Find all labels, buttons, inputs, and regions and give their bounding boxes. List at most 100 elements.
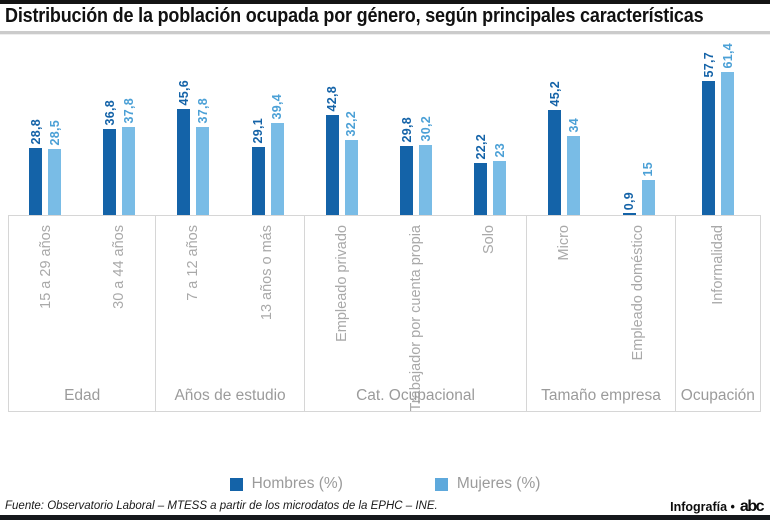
bar-value-label: 34 — [566, 118, 581, 133]
bar-mujeres: 61,4 — [721, 43, 735, 215]
bar-value-label: 29,8 — [399, 117, 414, 143]
category-slot: Empleado privado — [305, 216, 379, 411]
category-box: Micro Empleado doméstico Tamaño empresa — [527, 215, 676, 413]
bar-mujeres: 28,5 — [48, 120, 62, 215]
bar-hombres: 29,1 — [251, 118, 265, 215]
category-slot: Trabajador por cuenta propia — [379, 216, 453, 411]
category-slot: 15 a 29 años — [9, 216, 82, 411]
bar-mujeres: 32,2 — [344, 111, 358, 215]
credit-text: Infografía • — [670, 500, 735, 514]
hombres-swatch-icon — [229, 477, 243, 491]
bar-mujeres: 23 — [493, 143, 507, 215]
bar-mujeres: 39,4 — [270, 94, 284, 215]
category-slot: Solo — [452, 216, 526, 411]
chart-group: 57,7 61,4 Informalidad Ocupación — [675, 36, 761, 413]
bar-mujeres: 37,8 — [122, 98, 136, 215]
category-label: 13 años o más — [258, 225, 275, 321]
bar-mujeres: 30,2 — [419, 116, 433, 215]
category-slot: 30 a 44 años — [82, 216, 155, 411]
bar-hombres: 36,8 — [103, 100, 117, 215]
group-label: Cat. Ocupacional — [356, 387, 475, 405]
bar-value-label: 36,8 — [102, 100, 117, 126]
bar-value-label: 23 — [492, 143, 507, 158]
category-slot: Informalidad — [676, 216, 760, 411]
chart-group: 28,8 28,5 36,8 37,8 15 a 29 años 30 a 44 años… — [8, 36, 157, 413]
category-box: 7 a 12 años 13 años o más Años de estudio — [156, 215, 305, 413]
mujeres-swatch-icon — [434, 477, 448, 491]
bar-value-label: 22,2 — [473, 134, 488, 160]
source-text: Fuente: Observatorio Laboral – MTESS a p… — [5, 500, 438, 512]
category-box: Empleado privado Trabajador por cuenta pr… — [304, 215, 528, 413]
legend-item-mujeres: Mujeres (%) — [434, 475, 541, 493]
category-label: Trabajador por cuenta propia — [407, 225, 424, 412]
group-label: Edad — [64, 387, 101, 405]
bar-value-label: 57,7 — [701, 52, 716, 78]
bar-hombres: 45,2 — [548, 81, 562, 215]
abc-logo: abc — [739, 498, 765, 515]
page-title: Distribución de la población ocupada por… — [5, 5, 704, 27]
category-slot: 13 años o más — [230, 216, 304, 411]
bar-mujeres: 15 — [641, 162, 655, 215]
bar-mujeres: 34 — [567, 118, 581, 215]
bar-value-label: 32,2 — [344, 111, 359, 137]
group-label: Años de estudio — [174, 387, 286, 405]
bar-pair: 29,8 30,2 — [379, 36, 453, 215]
category-label: 7 a 12 años — [185, 225, 202, 301]
legend-label-hombres: Hombres (%) — [251, 475, 343, 492]
bar-value-label: 0,9 — [622, 191, 637, 210]
bar-pair: 42,8 32,2 — [305, 36, 379, 215]
plot-area: 57,7 61,4 — [676, 36, 761, 215]
bar-hombres: 29,8 — [400, 117, 414, 215]
bar-value-label: 45,2 — [547, 81, 562, 107]
category-box: 15 a 29 años 30 a 44 años Edad — [8, 215, 157, 413]
chart-group: 45,6 37,8 29,1 39,4 7 a 12 años 13 años o más… — [156, 36, 305, 413]
bar-value-label: 45,6 — [176, 80, 191, 106]
bar-pair: 45,6 37,8 — [156, 36, 230, 215]
bar-mujeres: 37,8 — [196, 98, 210, 215]
category-label: Empleado privado — [333, 225, 350, 342]
grouped-bar-chart: 28,8 28,5 36,8 37,8 15 a 29 años 30 a 44 años… — [8, 36, 761, 413]
bar-hombres: 0,9 — [622, 192, 636, 215]
category-label: 15 a 29 años — [37, 225, 54, 309]
bar-value-label: 39,4 — [270, 94, 285, 120]
bar-value-label: 30,2 — [418, 116, 433, 142]
category-label: Solo — [481, 225, 498, 255]
bar-value-label: 28,5 — [47, 120, 62, 146]
bar-value-label: 42,8 — [325, 86, 340, 112]
bottom-border-bar — [0, 515, 770, 520]
plot-area: 28,8 28,5 36,8 37,8 — [8, 36, 156, 215]
category-label: 30 a 44 años — [110, 225, 127, 309]
infografia-credit: Infografía • abc — [670, 498, 765, 516]
bar-value-label: 29,1 — [251, 118, 266, 144]
plot-area: 45,2 34 0,9 15 — [527, 36, 675, 215]
legend-item-hombres: Hombres (%) — [229, 475, 343, 493]
bar-value-label: 28,8 — [28, 119, 43, 145]
bar-pair: 0,9 15 — [602, 36, 676, 215]
legend-label-mujeres: Mujeres (%) — [456, 475, 541, 492]
category-slot: Empleado doméstico — [601, 216, 675, 411]
bar-pair: 28,8 28,5 — [8, 36, 82, 215]
bar-pair: 22,2 23 — [453, 36, 527, 215]
category-label: Empleado doméstico — [629, 225, 646, 361]
category-label: Micro — [556, 225, 573, 261]
group-label: Tamaño empresa — [541, 387, 661, 405]
bar-hombres: 22,2 — [474, 134, 488, 215]
bar-value-label: 37,8 — [195, 98, 210, 124]
bar-pair: 36,8 37,8 — [82, 36, 156, 215]
bar-pair: 29,1 39,4 — [231, 36, 305, 215]
bar-hombres: 42,8 — [325, 86, 339, 215]
category-box: Informalidad Ocupación — [675, 215, 761, 413]
bar-value-label: 61,4 — [720, 43, 735, 69]
group-label: Ocupación — [680, 387, 755, 405]
chart-group: 42,8 32,2 29,8 30,2 22,2 23 Empleado privado Tr… — [304, 36, 528, 413]
bar-value-label: 37,8 — [121, 98, 136, 124]
category-slot: Micro — [527, 216, 601, 411]
plot-area: 42,8 32,2 29,8 30,2 22,2 23 — [305, 36, 528, 215]
bar-hombres: 57,7 — [702, 52, 716, 215]
bar-pair: 57,7 61,4 — [676, 36, 761, 215]
category-label: Informalidad — [709, 225, 726, 305]
chart-group: 45,2 34 0,9 15 Micro Empleado doméstico Tamaño… — [527, 36, 676, 413]
bar-hombres: 28,8 — [29, 119, 43, 215]
plot-area: 45,6 37,8 29,1 39,4 — [156, 36, 304, 215]
